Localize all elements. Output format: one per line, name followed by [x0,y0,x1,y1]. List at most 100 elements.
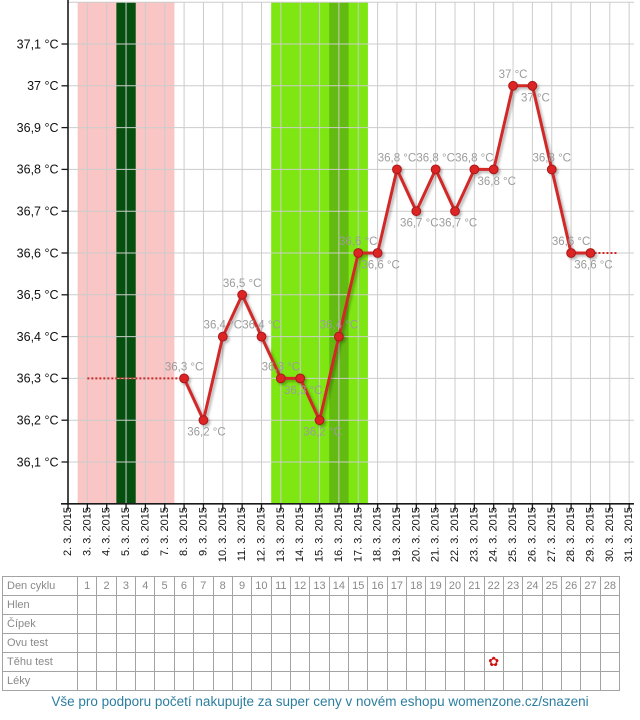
entry-cell[interactable] [541,633,562,653]
entry-cell[interactable] [115,614,137,634]
entry-cell[interactable] [348,671,369,691]
entry-cell[interactable] [96,595,117,615]
entry-cell[interactable] [580,671,601,691]
entry-cell[interactable] [231,595,253,615]
entry-cell[interactable] [212,633,233,653]
entry-cell[interactable] [580,595,601,615]
entry-cell[interactable] [328,595,350,615]
entry-cell[interactable] [154,671,175,691]
data-point[interactable] [585,248,596,258]
data-point[interactable] [488,164,499,175]
entry-cell[interactable] [444,671,466,691]
entry-cell[interactable] [154,614,175,634]
entry-cell[interactable] [173,671,195,691]
entry-cell[interactable] [425,614,446,634]
entry-cell[interactable] [464,633,485,653]
entry-cell[interactable] [309,614,330,634]
entry-cell[interactable] [367,614,388,634]
entry-cell[interactable] [154,652,175,672]
entry-cell[interactable] [251,614,272,634]
entry-cell[interactable] [76,595,98,615]
entry-cell[interactable] [135,614,156,634]
entry-cell[interactable] [560,652,582,672]
entry-cell[interactable] [502,652,524,672]
entry-cell[interactable] [599,652,621,672]
data-point[interactable] [334,331,344,342]
entry-cell[interactable] [115,595,137,615]
entry-cell[interactable] [406,671,427,691]
entry-cell[interactable] [522,652,543,672]
entry-cell[interactable] [115,652,137,672]
entry-cell[interactable] [231,671,253,691]
entry-cell[interactable] [464,671,485,691]
entry-cell[interactable] [483,633,504,653]
entry-cell[interactable] [309,633,330,653]
data-point[interactable] [450,206,460,217]
data-point[interactable] [179,373,190,384]
entry-cell[interactable] [309,595,330,615]
entry-cell[interactable] [406,652,427,672]
entry-cell[interactable] [483,671,504,691]
entry-cell[interactable] [270,595,291,615]
data-point[interactable] [566,248,576,258]
entry-cell[interactable] [96,652,117,672]
data-point[interactable] [353,248,364,258]
data-point[interactable] [508,80,518,91]
entry-cell[interactable] [212,614,233,634]
footer-promo-link[interactable]: Vše pro podporu početí nakupujte za supe… [51,694,589,709]
entry-cell[interactable] [193,633,214,653]
pregnancy-test-flower-icon[interactable]: ✿ [488,654,500,669]
entry-cell[interactable] [115,671,137,691]
entry-cell[interactable] [328,614,350,634]
entry-cell[interactable] [541,652,562,672]
entry-cell[interactable] [502,671,524,691]
entry-cell[interactable] [135,671,156,691]
entry-cell[interactable] [96,671,117,691]
entry-cell[interactable] [289,595,311,615]
entry-cell[interactable] [154,595,175,615]
entry-cell[interactable] [309,652,330,672]
entry-cell[interactable] [270,633,291,653]
entry-cell[interactable] [464,614,485,634]
data-point[interactable] [546,164,557,175]
entry-cell[interactable] [386,614,408,634]
entry-cell[interactable] [386,652,408,672]
entry-cell[interactable] [522,671,543,691]
entry-cell[interactable] [212,671,233,691]
entry-cell[interactable] [76,652,98,672]
entry-cell[interactable] [367,652,388,672]
entry-cell[interactable] [212,652,233,672]
entry-cell[interactable] [328,671,350,691]
entry-cell[interactable] [560,671,582,691]
data-point[interactable] [237,289,248,300]
entry-cell[interactable] [348,652,369,672]
entry-cell[interactable] [599,671,621,691]
entry-cell[interactable] [367,595,388,615]
entry-cell[interactable] [193,595,214,615]
entry-cell[interactable] [444,595,466,615]
entry-cell[interactable] [193,652,214,672]
entry-cell[interactable] [367,633,388,653]
entry-cell[interactable] [173,595,195,615]
entry-cell[interactable] [270,671,291,691]
entry-cell[interactable] [96,614,117,634]
entry-cell[interactable] [541,671,562,691]
entry-cell[interactable] [309,671,330,691]
entry-cell[interactable] [173,614,195,634]
entry-cell[interactable] [580,633,601,653]
data-point[interactable] [275,373,286,384]
entry-cell[interactable]: ✿ [483,652,504,672]
entry-cell[interactable] [599,595,621,615]
entry-cell[interactable] [580,614,601,634]
entry-cell[interactable] [251,671,272,691]
entry-cell[interactable] [599,614,621,634]
entry-cell[interactable] [464,652,485,672]
entry-cell[interactable] [483,614,504,634]
data-point[interactable] [430,164,441,175]
entry-cell[interactable] [348,633,369,653]
entry-cell[interactable] [522,633,543,653]
entry-cell[interactable] [502,614,524,634]
entry-cell[interactable] [135,633,156,653]
entry-cell[interactable] [502,595,524,615]
data-point[interactable] [411,206,422,217]
